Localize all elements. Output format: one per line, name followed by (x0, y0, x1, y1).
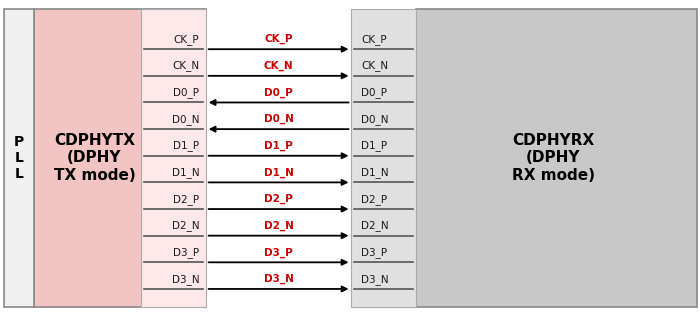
Text: CK_N: CK_N (172, 61, 199, 71)
Bar (141, 9, 206, 307)
Text: D1_N: D1_N (361, 167, 388, 178)
Text: D2_P: D2_P (361, 194, 387, 205)
Text: D2_N: D2_N (264, 221, 293, 231)
Bar (416, 9, 697, 307)
Text: D3_N: D3_N (361, 274, 388, 284)
Text: D0_P: D0_P (174, 87, 199, 98)
Text: D3_P: D3_P (361, 247, 387, 258)
Bar (34, 9, 206, 307)
Text: D0_N: D0_N (264, 114, 293, 125)
Text: CK_P: CK_P (265, 34, 293, 45)
Text: D1_N: D1_N (172, 167, 199, 178)
Text: D2_P: D2_P (174, 194, 199, 205)
Text: D3_P: D3_P (174, 247, 199, 258)
Text: D2_P: D2_P (264, 194, 293, 204)
Text: D1_N: D1_N (264, 167, 293, 178)
Text: D3_N: D3_N (172, 274, 199, 284)
Text: CK_N: CK_N (361, 61, 388, 71)
Text: D0_N: D0_N (361, 114, 388, 125)
Text: D0_N: D0_N (172, 114, 199, 125)
Text: D1_P: D1_P (361, 140, 387, 151)
Text: D1_P: D1_P (264, 141, 293, 151)
Text: D2_N: D2_N (361, 220, 388, 231)
Text: D1_P: D1_P (174, 140, 199, 151)
Text: D0_P: D0_P (264, 88, 293, 98)
Text: D3_P: D3_P (264, 247, 293, 258)
Text: P
L
L: P L L (14, 135, 24, 181)
Text: CK_P: CK_P (361, 34, 387, 45)
Text: CK_P: CK_P (174, 34, 199, 45)
Text: CK_N: CK_N (264, 61, 293, 71)
Bar (4, 9, 34, 307)
Bar (351, 9, 416, 307)
Text: D0_P: D0_P (361, 87, 387, 98)
Text: CDPHYRX
(DPHY
RX mode): CDPHYRX (DPHY RX mode) (512, 133, 594, 183)
Text: D2_N: D2_N (172, 220, 199, 231)
Text: CDPHYTX
(DPHY
TX mode): CDPHYTX (DPHY TX mode) (54, 133, 135, 183)
Text: D3_N: D3_N (264, 274, 293, 284)
